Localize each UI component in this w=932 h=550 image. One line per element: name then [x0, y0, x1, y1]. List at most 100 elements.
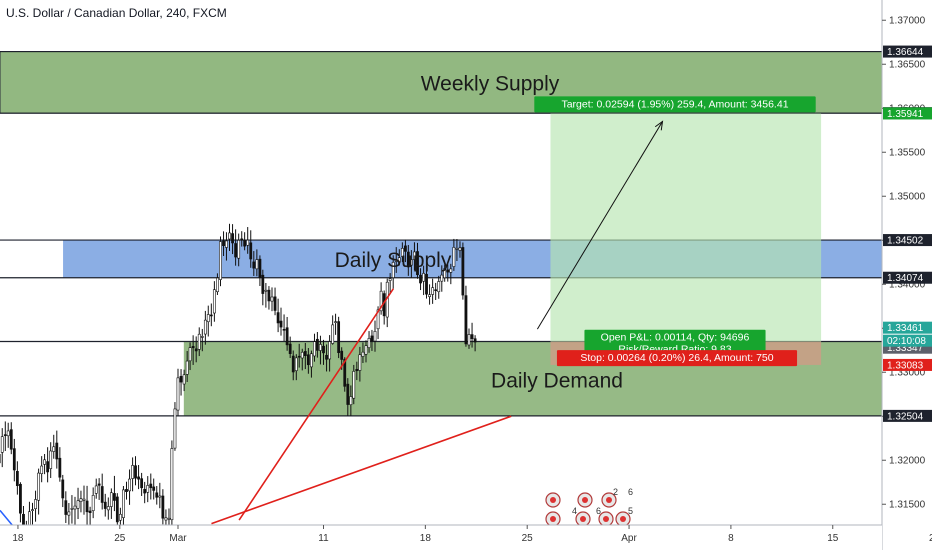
candle-body	[443, 268, 447, 279]
weekly-supply-label: Weekly Supply	[421, 72, 560, 95]
candle-body	[31, 509, 34, 511]
candle-body	[206, 314, 210, 323]
price-axis: 1.370001.365001.360001.355001.350001.345…	[881, 0, 932, 550]
candle-body	[264, 289, 268, 292]
candle-body	[15, 471, 19, 486]
candle-body	[146, 485, 150, 493]
candle-body	[67, 511, 71, 516]
time-tick-label: 18	[420, 533, 432, 544]
candle-body	[237, 240, 241, 259]
time-tick-label: Apr	[621, 533, 637, 544]
candle-body	[425, 273, 428, 295]
price-tick-label: 1.35000	[889, 192, 926, 203]
candle-body	[106, 506, 110, 511]
price-badge	[883, 321, 932, 334]
candle-body	[388, 278, 392, 281]
arrow-head	[654, 120, 664, 131]
candle-body	[109, 492, 113, 507]
candle-body	[194, 348, 198, 352]
candle-body	[125, 489, 128, 492]
candle-body	[200, 336, 204, 338]
candle-body	[167, 517, 171, 520]
candle-body	[152, 486, 156, 491]
price-tick-label: 1.31500	[889, 500, 926, 511]
candle-body	[82, 498, 86, 501]
price-badge-label: 1.33347	[887, 343, 924, 354]
candle-body	[413, 251, 416, 260]
candle-body	[88, 510, 92, 513]
candle-body	[409, 259, 413, 266]
time-tick-label: Mar	[169, 533, 187, 544]
candle-body	[434, 289, 438, 291]
candle-body	[3, 434, 7, 436]
candle-body	[446, 269, 450, 273]
candle-body	[46, 461, 50, 473]
candle-body	[267, 289, 271, 302]
candle-body	[328, 341, 332, 360]
candle-body	[473, 338, 477, 343]
candle-body	[85, 500, 89, 513]
candle-body	[337, 321, 341, 354]
candles	[0, 223, 477, 545]
candle-body	[249, 242, 253, 260]
candle-body	[58, 457, 62, 478]
candle-body	[349, 396, 353, 406]
pnl-label-text: Open P&L: 0.00114, Qty: 94696	[601, 332, 750, 344]
candle-body	[470, 334, 474, 340]
candle-body	[291, 355, 295, 373]
candle-body	[64, 500, 68, 515]
candle-body	[352, 371, 356, 399]
time-tick-label: 15	[827, 533, 839, 544]
time-tick-label: 25	[522, 533, 534, 544]
candle-body	[234, 243, 238, 258]
candle-body	[70, 508, 74, 510]
candle-body	[255, 259, 259, 270]
price-badge	[883, 358, 932, 371]
candle-body	[55, 442, 59, 460]
candle-body	[37, 472, 41, 501]
candle-body	[310, 353, 313, 368]
stop-label-text: Stop: 0.00264 (0.20%) 26.4, Amount: 750	[580, 352, 773, 364]
candle-body	[300, 351, 304, 359]
candle-body	[455, 248, 459, 250]
candle-body	[331, 324, 335, 344]
price-badge	[883, 45, 932, 58]
candle-body	[419, 274, 422, 284]
candle-body	[315, 338, 319, 351]
candle-body	[270, 296, 274, 302]
candle-body	[122, 489, 125, 518]
candle-body	[379, 290, 383, 312]
candle-body	[6, 430, 10, 437]
candle-body	[240, 238, 244, 241]
candle-body	[452, 247, 456, 267]
time-tick-label: 8	[728, 533, 734, 544]
price-tick-label: 1.32000	[889, 456, 926, 467]
target-label-bg	[534, 96, 816, 113]
price-tick-label: 1.33000	[889, 368, 926, 379]
candle-body	[40, 465, 44, 475]
economic-events: 2 64 6 5	[545, 487, 633, 527]
projection-arrow	[536, 121, 663, 330]
candle-body	[225, 240, 228, 248]
candle-body	[282, 328, 286, 331]
candle-body	[279, 320, 283, 328]
candle-body	[134, 465, 137, 479]
candle-body	[191, 346, 195, 349]
candle-body	[100, 486, 104, 503]
candle-body	[252, 261, 256, 269]
trendline	[211, 415, 512, 525]
candle-body	[49, 450, 53, 469]
event-icon-center	[550, 516, 556, 522]
target-label: Target: 0.02594 (1.95%) 259.4, Amount: 3…	[534, 96, 816, 113]
price-badge	[883, 271, 932, 284]
event-count: 6	[596, 506, 601, 516]
event-icon-center	[580, 516, 586, 522]
candle-body	[367, 338, 371, 348]
trendline	[238, 288, 395, 521]
candle-body	[19, 483, 22, 514]
candle-body	[34, 499, 37, 510]
price-tick-label: 1.34000	[889, 280, 926, 291]
candle-body	[361, 351, 365, 357]
